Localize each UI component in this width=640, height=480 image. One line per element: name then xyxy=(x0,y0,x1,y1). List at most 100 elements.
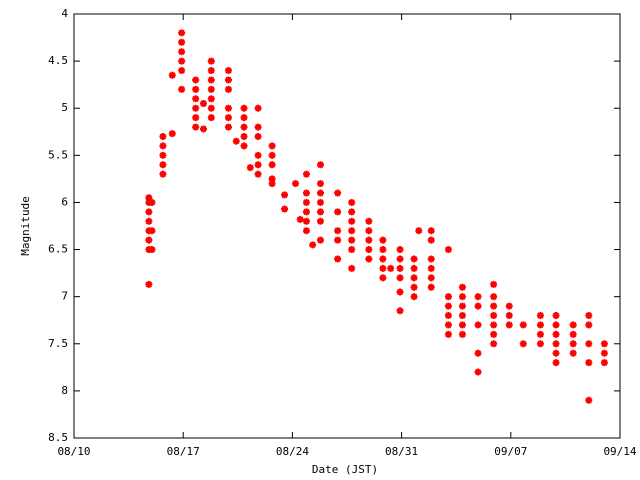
point xyxy=(159,151,167,159)
point xyxy=(254,170,262,178)
point xyxy=(348,236,356,244)
point xyxy=(168,130,176,138)
point xyxy=(536,321,544,329)
y-tick-label: 8.5 xyxy=(48,431,68,444)
point xyxy=(292,180,300,188)
point xyxy=(427,227,435,235)
point xyxy=(427,255,435,263)
point xyxy=(302,189,310,197)
y-tick-label: 6 xyxy=(61,195,68,208)
point xyxy=(365,236,373,244)
point xyxy=(334,255,342,263)
point xyxy=(178,85,186,93)
point xyxy=(281,191,289,199)
point xyxy=(458,283,466,291)
point xyxy=(585,321,593,329)
point xyxy=(316,198,324,206)
point xyxy=(396,288,404,296)
point xyxy=(410,255,418,263)
point xyxy=(490,330,498,338)
point xyxy=(192,123,200,131)
point xyxy=(145,194,153,202)
point xyxy=(334,227,342,235)
y-tick-label: 5.5 xyxy=(48,148,68,161)
point xyxy=(254,151,262,159)
x-tick-label: 08/24 xyxy=(276,445,309,458)
point xyxy=(254,132,262,140)
point xyxy=(552,312,560,320)
point xyxy=(224,67,232,75)
point xyxy=(334,208,342,216)
point xyxy=(427,264,435,272)
point xyxy=(552,359,560,367)
point xyxy=(444,312,452,320)
point xyxy=(348,208,356,216)
point xyxy=(178,57,186,65)
point xyxy=(396,264,404,272)
point xyxy=(268,161,276,169)
point xyxy=(178,48,186,56)
point xyxy=(365,217,373,225)
point xyxy=(410,274,418,282)
point xyxy=(246,164,254,172)
point xyxy=(519,340,527,348)
point xyxy=(600,349,608,357)
y-tick-label: 4.5 xyxy=(48,54,68,67)
point xyxy=(281,205,289,213)
point xyxy=(379,255,387,263)
point xyxy=(396,274,404,282)
point xyxy=(145,280,153,288)
point xyxy=(145,217,153,225)
point xyxy=(348,246,356,254)
point xyxy=(585,312,593,320)
point xyxy=(316,161,324,169)
point xyxy=(490,312,498,320)
point xyxy=(569,330,577,338)
point xyxy=(316,217,324,225)
point xyxy=(268,151,276,159)
point xyxy=(296,215,304,223)
point xyxy=(505,302,513,310)
y-tick-label: 6.5 xyxy=(48,243,68,256)
point xyxy=(490,280,498,288)
point xyxy=(396,255,404,263)
point xyxy=(254,104,262,112)
point xyxy=(302,217,310,225)
point xyxy=(207,114,215,122)
plot-frame xyxy=(73,13,621,439)
point xyxy=(505,321,513,329)
point xyxy=(207,85,215,93)
point xyxy=(585,359,593,367)
point xyxy=(490,293,498,301)
point xyxy=(536,312,544,320)
point xyxy=(552,349,560,357)
point xyxy=(316,236,324,244)
point xyxy=(240,142,248,150)
point xyxy=(159,132,167,140)
y-tick-label: 5 xyxy=(61,101,68,114)
point xyxy=(458,330,466,338)
point xyxy=(365,255,373,263)
point xyxy=(474,302,482,310)
point xyxy=(192,104,200,112)
point xyxy=(302,208,310,216)
x-tick-label: 09/14 xyxy=(603,445,636,458)
point xyxy=(268,180,276,188)
point xyxy=(379,264,387,272)
point xyxy=(569,349,577,357)
point xyxy=(569,340,577,348)
x-axis-label: Date (JST) xyxy=(312,463,378,476)
point xyxy=(334,189,342,197)
point xyxy=(379,274,387,282)
point xyxy=(458,312,466,320)
point xyxy=(224,114,232,122)
point xyxy=(519,321,527,329)
y-axis-label: Magnitude xyxy=(19,196,32,256)
point xyxy=(207,57,215,65)
point xyxy=(224,76,232,84)
point xyxy=(159,142,167,150)
point xyxy=(254,161,262,169)
point xyxy=(474,368,482,376)
point xyxy=(348,198,356,206)
